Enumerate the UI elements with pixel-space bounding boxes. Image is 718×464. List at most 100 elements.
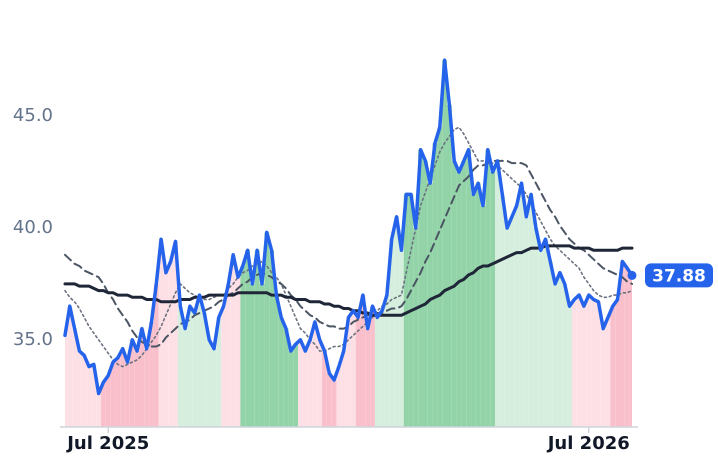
regime-band [81,355,87,427]
regime-band [538,250,544,427]
regime-band [562,283,568,427]
regime-band [514,205,520,427]
regime-band [254,250,260,427]
regime-band [336,366,342,427]
regime-band [72,328,78,427]
regime-band [389,239,395,427]
regime-band [461,160,467,427]
regime-band [326,373,332,427]
regime-band [187,306,193,427]
regime-band [259,283,265,427]
regime-band [471,194,476,427]
regime-band [322,350,327,427]
regime-band [567,306,572,427]
regime-band [422,160,428,427]
regime-band [307,339,313,427]
regime-band [355,317,361,427]
regime-band [240,265,246,427]
regime-band [341,350,347,427]
regime-band [437,127,443,427]
regime-band [173,241,178,427]
regime-band [576,295,582,427]
regime-band [499,194,505,427]
regime-band [153,283,159,427]
regime-band [298,339,303,427]
regime-band [67,306,73,427]
regime-band [235,277,241,427]
regime-band [288,350,294,427]
average-line [64,159,633,348]
regime-band [485,149,491,427]
regime-band [370,306,375,427]
x-tick-label: Jul 2026 [546,433,630,454]
regime-band [624,268,630,427]
regime-band [211,348,217,427]
regime-band [571,299,577,427]
regime-band [384,295,390,427]
regime-band [144,348,150,427]
regime-band [466,149,472,427]
regime-band [177,306,183,427]
regime-band [249,283,255,427]
average-line [63,244,634,317]
regime-band [543,239,548,427]
regime-band [595,301,601,427]
regime-band [125,362,130,427]
regime-band [245,250,250,427]
regime-band [293,344,299,427]
regime-band [192,312,198,427]
regime-band [557,272,563,427]
x-tick-label: Jul 2025 [65,433,149,454]
regime-band [605,317,611,427]
regime-band [615,299,620,427]
regime-band [225,283,231,427]
last-point [627,270,637,280]
regime-band [495,160,500,427]
regime-band [504,227,510,427]
regime-band [509,216,515,427]
regime-band [447,104,452,427]
regime-band [91,364,97,427]
regime-band [115,357,121,427]
regime-band [96,393,102,427]
y-tick-label: 35.0 [13,329,53,350]
average-line [64,126,633,368]
regime-band [365,328,371,427]
regime-band [600,328,606,427]
regime-band [591,299,596,427]
regime-band [197,295,202,427]
regime-band [528,194,534,427]
regime-band [182,328,188,427]
regime-band [523,216,529,427]
regime-band [101,382,106,427]
regime-band [216,317,222,427]
regime-band [206,339,212,427]
regime-band [331,380,337,427]
regime-band [379,310,385,427]
regime-band [475,183,481,427]
y-tick-label: 40.0 [13,217,53,238]
regime-band [398,250,404,427]
regime-band [86,366,92,427]
regime-band [201,312,207,427]
regime-band [610,306,616,427]
regime-band [442,60,448,427]
regime-band [283,328,289,427]
regime-band [456,172,462,427]
regime-band [547,261,553,427]
regime-band [129,339,135,427]
regime-band [533,227,539,427]
regime-band [374,317,380,427]
last-value-label: 37.88 [652,266,706,286]
regime-band [418,149,423,427]
regime-band [158,239,164,427]
regime-band [432,142,438,427]
regime-band [451,160,457,427]
price-line [63,58,634,396]
regime-band [586,295,592,427]
regime-band [149,321,154,427]
regime-band [519,183,524,427]
last-value-pill [645,263,713,288]
regime-band [302,350,308,427]
